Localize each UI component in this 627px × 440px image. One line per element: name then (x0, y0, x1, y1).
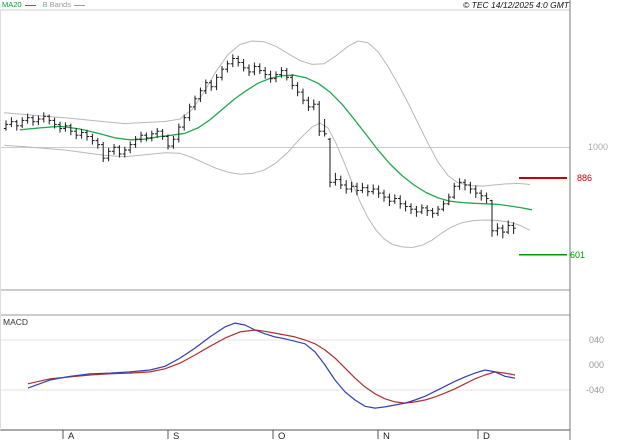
macd-signal-line (27, 329, 516, 404)
bbands-legend-label: B Bands (42, 0, 71, 9)
legend-item-bbands: B Bands (43, 1, 85, 9)
bbands-line-swatch-icon (73, 4, 85, 6)
month-label-S: S (173, 431, 179, 440)
chart-legend: MA20 B Bands (2, 1, 92, 9)
macd-axis-label-000: 000 (589, 360, 605, 370)
macd-line (27, 322, 516, 409)
month-label-A: A (68, 431, 75, 440)
ma20-legend-label: MA20 (2, 0, 22, 9)
price-axis-label-1000: 1000 (588, 142, 609, 152)
bb-lower-line (3, 122, 531, 248)
month-label-N: N (383, 431, 390, 440)
copyright-text: © TEC 14/12/2025 4:0 GMT (463, 0, 569, 10)
candles (3, 54, 516, 239)
ma20-line-swatch-icon (24, 4, 36, 6)
macd-axis-label-neg040: -040 (586, 385, 605, 395)
price-level-label-601: 601 (570, 250, 586, 260)
price-level-label-886: 886 (577, 173, 593, 183)
month-label-D: D (483, 431, 490, 440)
legend-item-ma20: MA20 (2, 1, 36, 9)
month-label-O: O (278, 431, 285, 440)
macd-axis-label-040: 040 (589, 335, 605, 345)
ma20-line (19, 74, 533, 211)
macd-panel-title: MACD (3, 317, 29, 327)
bb-upper-line (3, 40, 531, 187)
